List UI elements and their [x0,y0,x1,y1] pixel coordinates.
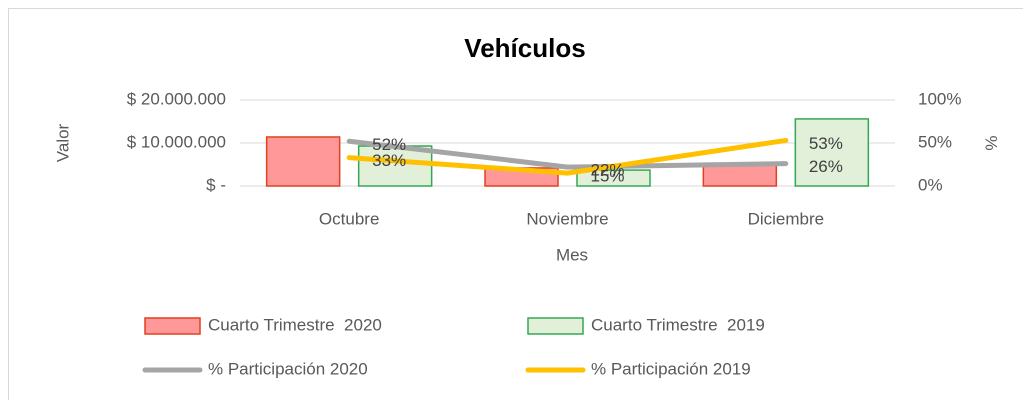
data-label: 33% [372,151,406,170]
legend-label: Cuarto Trimestre 2019 [591,315,765,334]
chart-title: Vehículos [464,33,585,63]
chart-border [8,8,1023,400]
legend-swatch [527,317,584,335]
legend-label: Cuarto Trimestre 2020 [208,315,382,334]
line-series [346,138,789,170]
data-label: 15% [590,167,624,186]
y2-tick-label: 100% [918,89,961,108]
y2-tick-label: 50% [918,132,952,151]
y2-tick-label: 0% [918,175,943,194]
line-series [346,137,789,176]
y-axis-title: Valor [53,123,72,162]
data-label: 52% [372,135,406,154]
y-tick-label: $ 20.000.000 [127,89,226,108]
legend-swatch [144,317,201,335]
legend-label: % Participación 2020 [208,359,368,378]
legend-label: % Participación 2019 [591,359,751,378]
x-tick-label: Diciembre [748,209,825,228]
y-tick-label: $ 10.000.000 [127,132,226,151]
x-tick-label: Octubre [319,209,379,228]
bar [576,169,651,187]
x-axis-title: Mes [556,245,588,264]
bar [265,136,341,187]
x-tick-label: Noviembre [526,209,608,228]
y2-axis-title: % [982,135,1001,150]
data-label: 26% [809,157,843,176]
data-label: 53% [809,134,843,153]
bar [794,118,870,187]
y-tick-label: $ - [206,175,226,194]
data-label: 22% [590,161,624,180]
